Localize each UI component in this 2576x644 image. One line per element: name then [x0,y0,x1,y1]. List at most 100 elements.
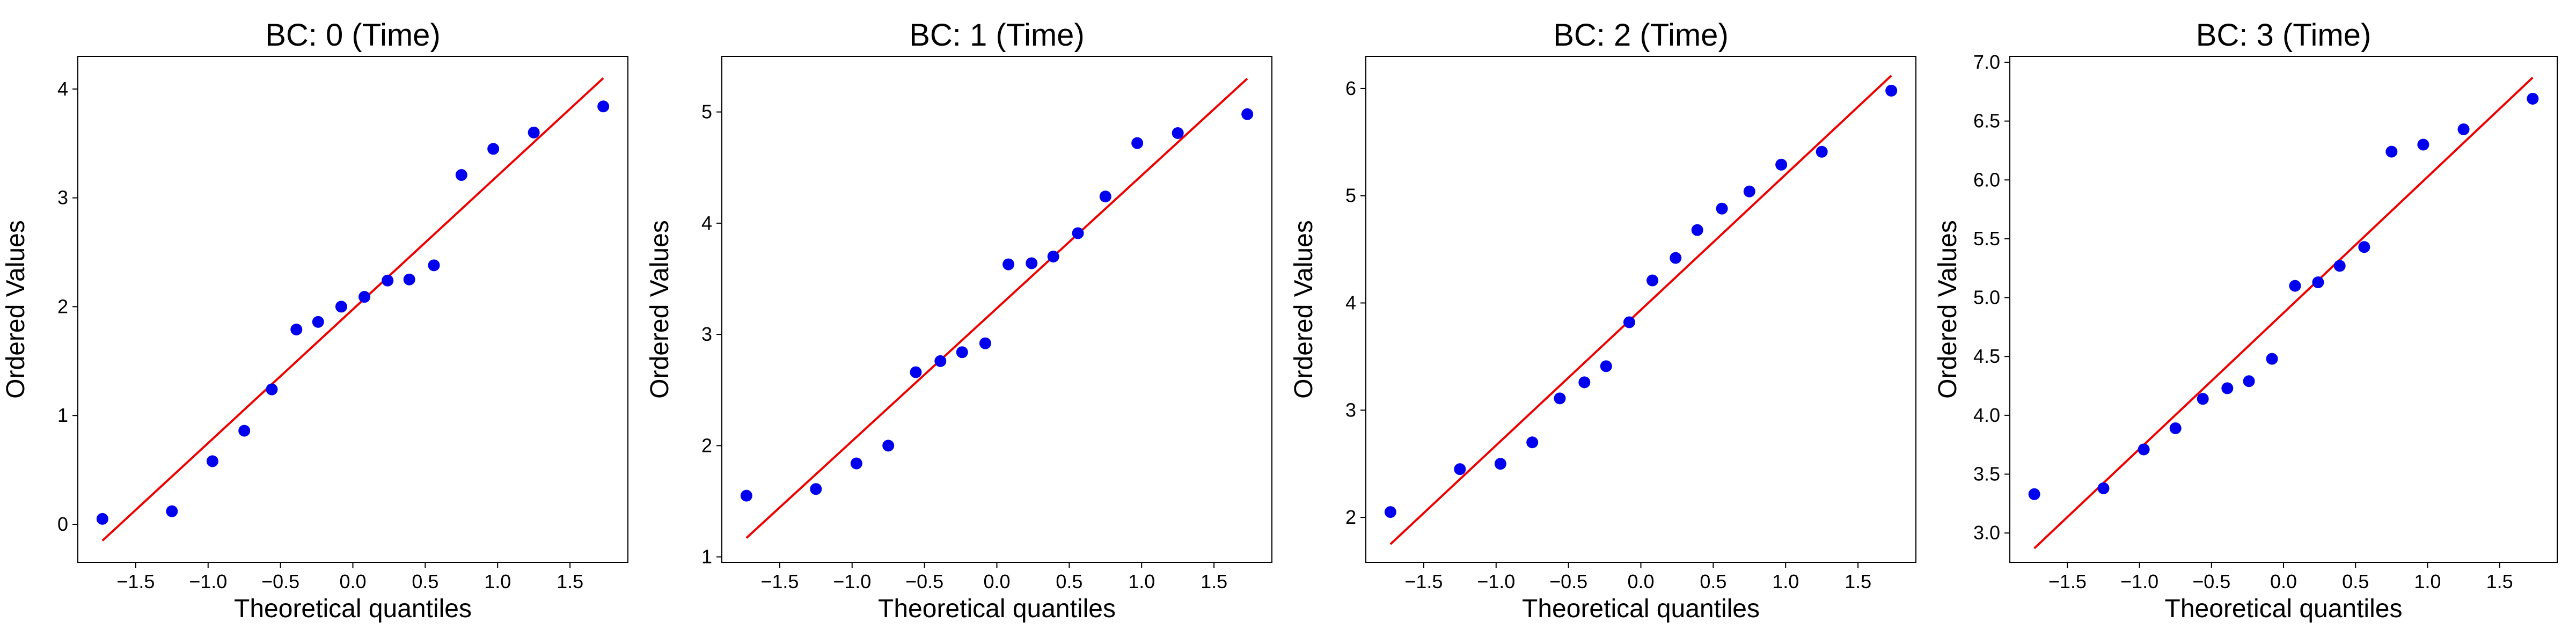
y-tick-label: 3.5 [1973,463,2000,485]
x-tick-label: −1.5 [1404,570,1443,592]
y-tick-label: 4.5 [1973,345,2000,367]
x-tick-label: 1.0 [1772,570,1799,592]
data-point [2097,482,2110,494]
data-point [382,274,394,287]
data-point [1600,360,1612,372]
data-point [2417,138,2429,151]
data-point [2243,375,2255,387]
x-tick-label: 0.0 [1627,570,1654,592]
x-tick-label: 0.5 [412,570,438,592]
data-point [403,273,415,286]
data-point [2221,382,2234,394]
x-axis-label: Theoretical quantiles [878,595,1116,623]
data-point [1775,158,1788,171]
y-tick-label: 2 [1345,506,1356,528]
x-tick-label: −0.5 [261,570,299,592]
y-tick-label: 3 [57,187,68,209]
data-point [428,259,440,272]
x-tick-label: 0.5 [1056,570,1082,592]
data-point [1816,145,1828,158]
y-tick-label: 5.0 [1973,287,2000,309]
data-point [238,425,251,437]
data-point [1026,257,1038,269]
x-tick-label: 1.0 [484,570,511,592]
data-point [2358,241,2370,253]
x-tick-label: −1.5 [116,570,155,592]
data-point [1099,191,1111,203]
y-tick-label: 2 [57,295,68,317]
data-point [528,126,540,138]
data-point [2312,276,2324,289]
y-tick-label: 4 [701,212,712,234]
data-point [2028,488,2040,500]
data-point [2457,123,2470,135]
data-point [1691,224,1703,236]
data-point [910,366,922,378]
data-point [2169,422,2182,434]
x-tick-label: 0.0 [983,570,1010,592]
y-tick-label: 2 [701,434,712,456]
data-point [266,383,278,396]
fit-line [101,77,604,541]
data-point [1172,127,1184,140]
x-tick-label: −0.5 [905,570,943,592]
qq-panel-0: BC: 0 (Time) −1.5 −1.0 −0.5 0.0 0.5 1.0 1.5 0 1 2 3… [2,18,628,623]
data-point [597,100,610,113]
data-point [2197,393,2209,405]
y-tick-label: 5 [1345,185,1356,207]
x-tick-label: 0.5 [1700,570,1726,592]
data-point [206,455,218,467]
y-tick-label: 4 [57,78,68,100]
x-tick-label: −1.0 [189,570,227,592]
x-tick-label: −1.5 [760,570,799,592]
data-point [166,505,178,517]
y-tick-label: 6.0 [1973,169,2000,191]
data-point [882,440,895,452]
x-tick-label: −1.0 [2120,570,2158,592]
data-point [979,337,991,349]
y-axis-label: Ordered Values [2,220,30,399]
data-point [1384,506,1396,518]
y-tick-label: 5.5 [1973,228,2000,250]
data-point [335,301,347,313]
data-point [956,346,968,358]
qq-panel-3: BC: 3 (Time) −1.5 −1.0 −0.5 0.0 0.5 1.0 1.5 3.0 3… [1934,18,2558,623]
y-axis-label: Ordered Values [1934,220,1962,399]
chart-title: BC: 0 (Time) [265,18,441,53]
y-tick-label: 3.0 [1973,522,2000,544]
data-point [487,143,500,155]
x-tick-label: 0.5 [2342,570,2369,592]
chart-title: BC: 2 (Time) [1553,18,1729,53]
data-point [1047,251,1059,263]
y-tick-label: 4.0 [1973,404,2000,426]
y-tick-label: 5 [701,101,712,123]
y-tick-label: 7.0 [1973,51,2000,73]
x-tick-label: −0.5 [1549,570,1587,592]
x-tick-label: 1.5 [557,570,583,592]
data-point [2289,280,2301,292]
x-tick-label: 1.5 [2486,570,2513,592]
data-point [358,291,371,303]
data-point [810,483,822,495]
data-point [1885,84,1898,97]
data-point [850,457,862,470]
x-tick-label: 1.0 [1128,570,1155,592]
y-tick-label: 0 [57,513,68,535]
fit-line [2033,77,2534,550]
x-tick-label: 0.0 [339,570,366,592]
y-axis-label: Ordered Values [1290,220,1318,399]
data-point [1002,258,1015,270]
data-point [2138,443,2150,456]
data-point [2527,92,2539,105]
y-tick-label: 6 [1345,77,1356,99]
chart-title: BC: 1 (Time) [909,18,1085,53]
y-axis-label: Ordered Values [646,220,674,399]
x-axis-label: Theoretical quantiles [234,595,472,623]
x-tick-label: −1.0 [833,570,871,592]
data-point [1072,227,1084,239]
y-tick-label: 6.5 [1973,110,2000,132]
x-tick-label: −1.0 [1477,570,1515,592]
data-point [1578,376,1591,389]
y-tick-label: 3 [1345,399,1356,421]
x-tick-label: −1.5 [2048,570,2087,592]
